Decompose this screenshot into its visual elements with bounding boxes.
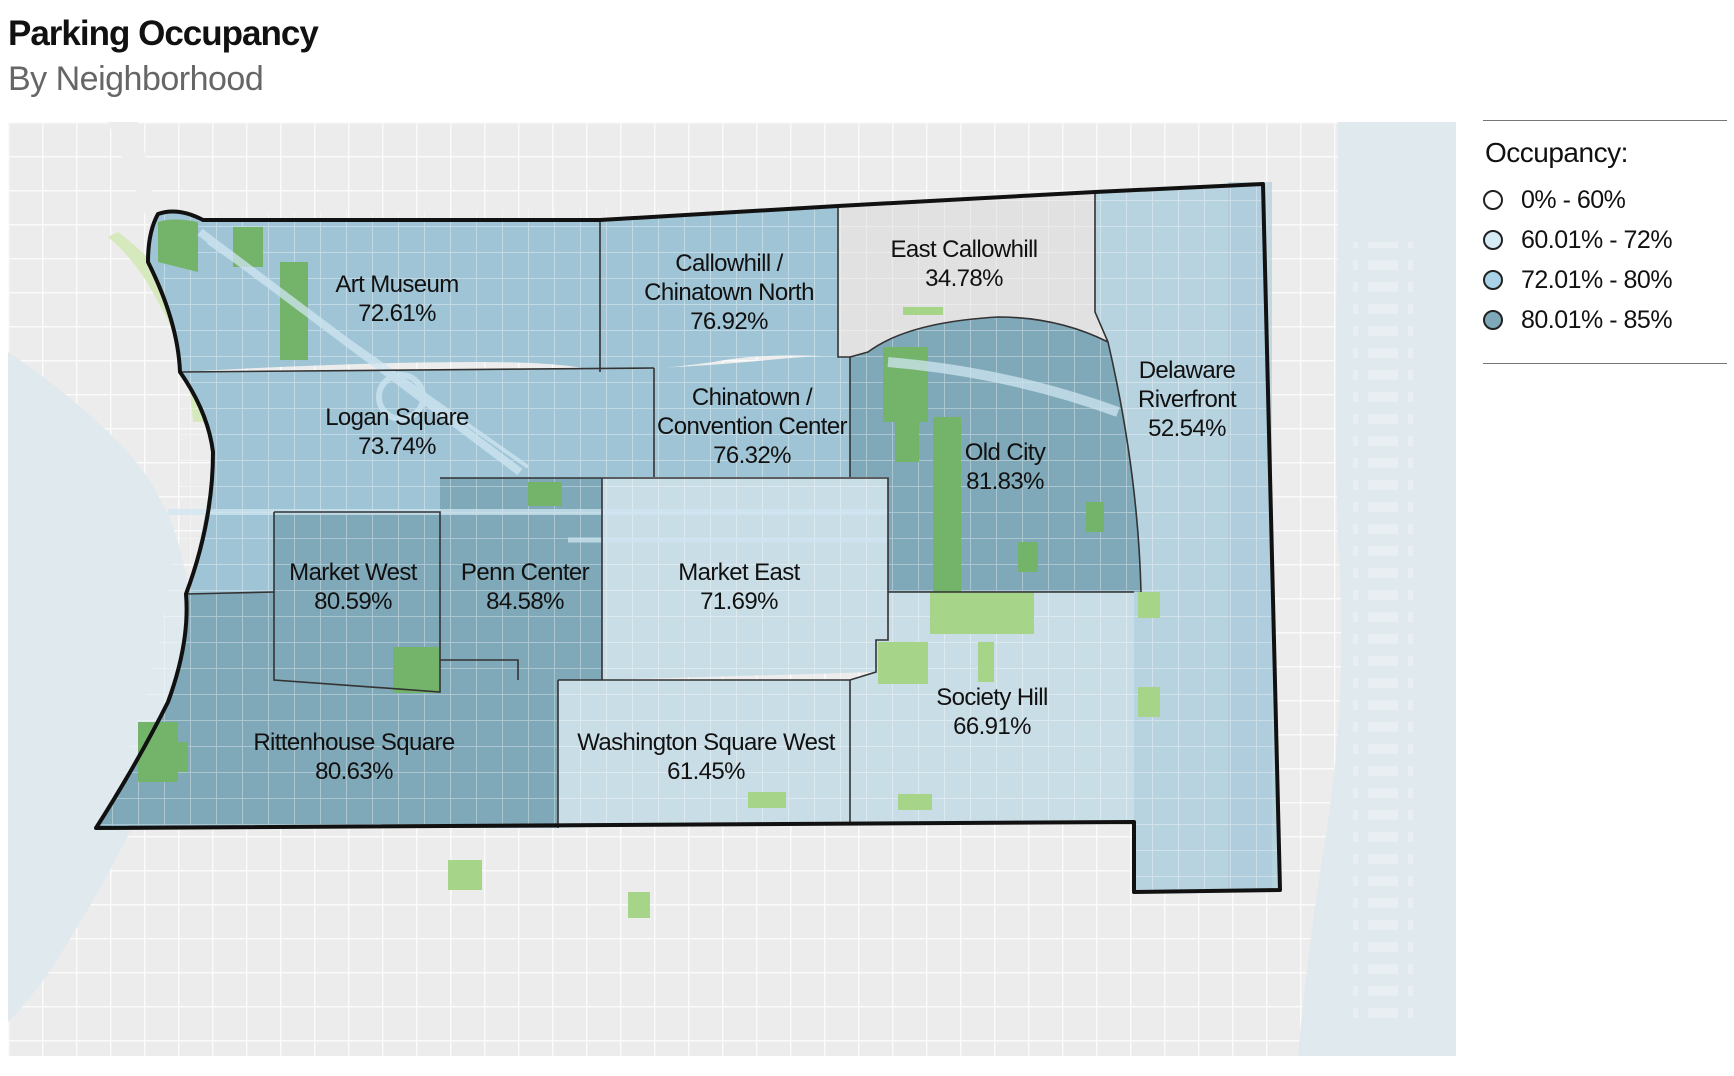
legend-label: 72.01% - 80% xyxy=(1521,265,1673,294)
label-penn-center: Penn Center xyxy=(461,559,590,586)
label-chinatown-line1: Chinatown / xyxy=(692,384,813,411)
district-boundary xyxy=(94,182,1282,894)
value-rittenhouse: 80.63% xyxy=(315,758,393,785)
value-society-hill: 66.91% xyxy=(953,713,1031,740)
label-society-hill: Society Hill xyxy=(936,684,1048,711)
value-chinatown: 76.32% xyxy=(713,442,791,469)
label-old-city: Old City xyxy=(965,439,1046,466)
neighborhood-labels: Art Museum 72.61% Callowhill / Chinatown… xyxy=(253,236,1237,785)
label-washington-square-west: Washington Square West xyxy=(577,729,836,756)
label-callowhill-line1: Callowhill / xyxy=(675,250,783,277)
legend-swatch xyxy=(1483,310,1503,330)
neighborhood-map: Art Museum 72.61% Callowhill / Chinatown… xyxy=(8,122,1456,1056)
legend-item: 60.01% - 72% xyxy=(1483,225,1673,255)
value-callowhill: 76.92% xyxy=(690,308,768,335)
value-east-callowhill: 34.78% xyxy=(925,265,1003,292)
label-logan-square: Logan Square xyxy=(325,404,469,431)
label-art-museum: Art Museum xyxy=(335,271,458,298)
legend: Occupancy: 0% - 60% 60.01% - 72% 72.01% … xyxy=(1483,120,1727,364)
value-logan-square: 73.74% xyxy=(358,433,436,460)
label-market-east: Market East xyxy=(678,559,800,586)
label-callowhill-line2: Chinatown North xyxy=(644,279,814,306)
legend-label: 80.01% - 85% xyxy=(1521,305,1673,334)
label-east-callowhill: East Callowhill xyxy=(890,236,1037,263)
label-delaware-line2: Riverfront xyxy=(1138,386,1237,413)
interior-boundaries xyxy=(179,192,1142,828)
legend-item: 0% - 60% xyxy=(1483,185,1626,215)
legend-label: 60.01% - 72% xyxy=(1521,225,1673,254)
map-title: Parking Occupancy xyxy=(8,14,319,53)
park-areas-light xyxy=(448,307,1160,918)
legend-label: 0% - 60% xyxy=(1521,185,1626,214)
map-subtitle: By Neighborhood xyxy=(8,60,264,98)
legend-swatch xyxy=(1483,190,1503,210)
legend-swatch xyxy=(1483,270,1503,290)
value-old-city: 81.83% xyxy=(966,468,1044,495)
label-market-west: Market West xyxy=(289,559,418,586)
legend-item: 80.01% - 85% xyxy=(1483,305,1673,335)
value-delaware: 52.54% xyxy=(1148,415,1226,442)
value-art-museum: 72.61% xyxy=(358,300,436,327)
legend-item: 72.01% - 80% xyxy=(1483,265,1673,295)
label-delaware-line1: Delaware xyxy=(1139,357,1236,384)
value-washington-square-west: 61.45% xyxy=(667,758,745,785)
value-market-west: 80.59% xyxy=(314,588,392,615)
label-rittenhouse: Rittenhouse Square xyxy=(253,729,455,756)
legend-title: Occupancy: xyxy=(1485,137,1628,168)
label-chinatown-line2: Convention Center xyxy=(657,413,848,440)
value-market-east: 71.69% xyxy=(700,588,778,615)
value-penn-center: 84.58% xyxy=(486,588,564,615)
legend-swatch xyxy=(1483,230,1503,250)
